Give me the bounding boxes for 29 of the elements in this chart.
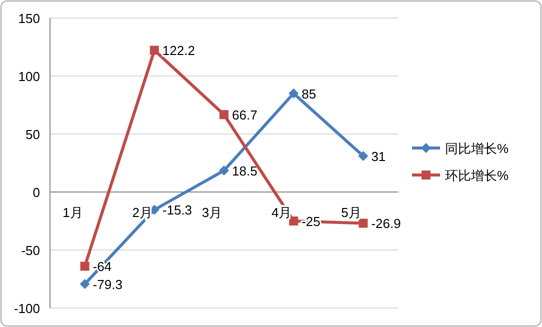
y-tick-label: -50: [21, 243, 40, 258]
y-tick-label: 0: [32, 185, 40, 200]
point: [289, 216, 298, 226]
data-label: 31: [371, 149, 386, 164]
y-tick-label: 50: [26, 127, 40, 142]
point: [219, 166, 229, 176]
x-tick-label: 2月: [132, 205, 153, 220]
data-label: 66.7: [232, 108, 258, 123]
point: [288, 88, 299, 98]
y-tick-label: 100: [18, 69, 40, 84]
x-tick-label: 5月: [341, 205, 362, 220]
data-label: -79.3: [92, 276, 122, 292]
data-label: -26.9: [371, 216, 401, 232]
point: [358, 218, 368, 228]
point: [150, 46, 159, 55]
y-tick-label: -100: [14, 301, 40, 316]
data-label: -15.3: [162, 202, 192, 218]
point: [220, 110, 228, 120]
x-tick-label: 1月: [62, 205, 83, 220]
data-label: 18.5: [232, 164, 258, 179]
point: [80, 278, 90, 289]
point: [80, 262, 90, 271]
point: [358, 151, 368, 162]
data-label: 122.2: [162, 43, 195, 58]
legend-label: 环比增长%: [445, 168, 509, 183]
data-label: 85: [302, 86, 316, 102]
y-tick-label: 150: [18, 11, 40, 26]
legend-label: 同比增长%: [445, 141, 509, 156]
x-tick-label: 3月: [202, 205, 222, 220]
